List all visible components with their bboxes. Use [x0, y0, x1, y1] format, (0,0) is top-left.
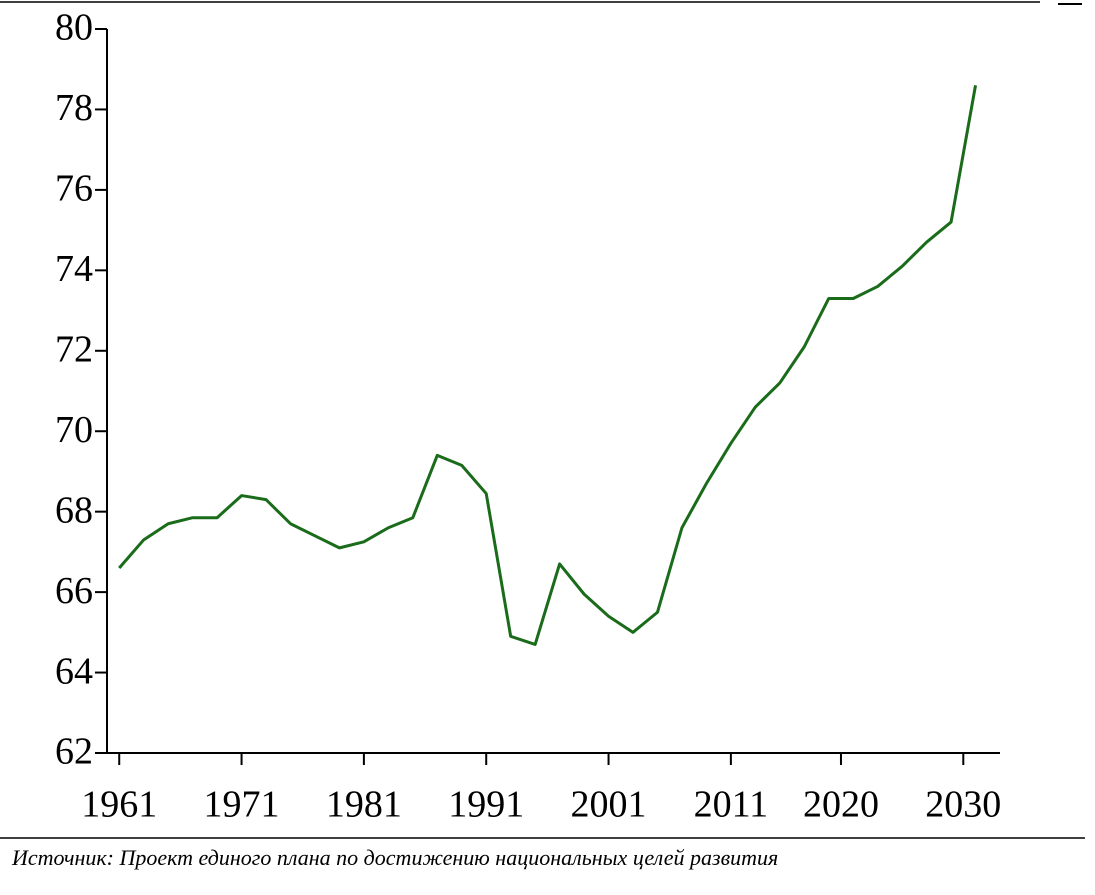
x-tick-label: 2011 — [694, 784, 769, 826]
x-tick-label: 2001 — [571, 784, 647, 826]
x-tick-label: 1961 — [81, 784, 157, 826]
y-tick-label: 72 — [55, 328, 93, 370]
y-tick-label: 70 — [55, 409, 93, 451]
source-note: Источник: Проект единого плана по достиж… — [11, 845, 778, 870]
y-tick-label: 78 — [55, 87, 93, 129]
y-tick-label: 66 — [55, 570, 93, 612]
y-tick-label: 62 — [55, 731, 93, 773]
x-tick-label: 2020 — [803, 784, 879, 826]
series-line — [118, 85, 978, 646]
x-tick-label: 1971 — [204, 784, 280, 826]
y-tick-label: 68 — [55, 489, 93, 531]
x-tick-label: 1991 — [448, 784, 524, 826]
y-tick-label: 74 — [55, 248, 93, 290]
y-tick-label: 80 — [55, 7, 93, 49]
x-tick-label: 2030 — [925, 784, 1001, 826]
y-tick-label: 64 — [55, 650, 93, 692]
x-tick-label: 1981 — [326, 784, 402, 826]
y-tick-label: 76 — [55, 168, 93, 210]
